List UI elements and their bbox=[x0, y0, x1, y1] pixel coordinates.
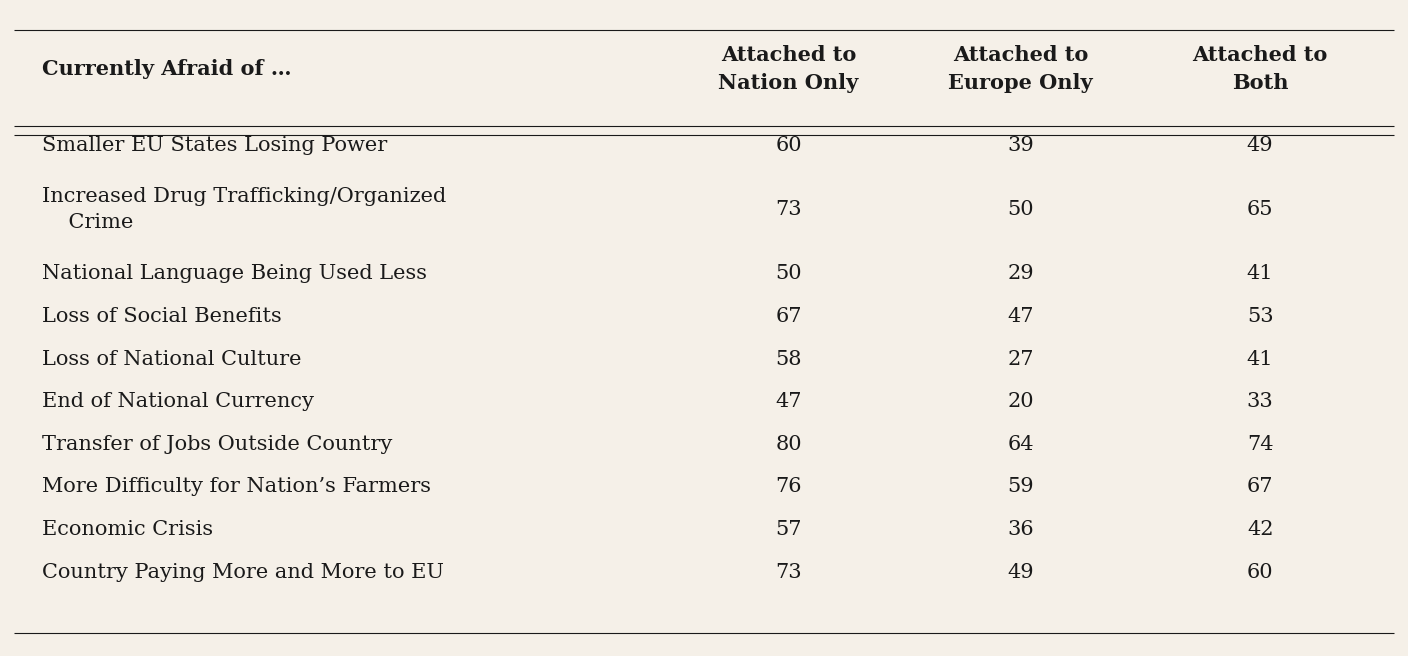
Text: 60: 60 bbox=[1247, 563, 1273, 582]
Text: 76: 76 bbox=[776, 478, 801, 497]
Text: 74: 74 bbox=[1247, 435, 1273, 454]
Text: 60: 60 bbox=[776, 136, 801, 155]
Text: 27: 27 bbox=[1008, 350, 1033, 369]
Text: 65: 65 bbox=[1247, 200, 1273, 219]
Text: 39: 39 bbox=[1008, 136, 1033, 155]
Text: 49: 49 bbox=[1247, 136, 1273, 155]
Text: 50: 50 bbox=[1008, 200, 1033, 219]
Text: Loss of National Culture: Loss of National Culture bbox=[42, 350, 301, 369]
Text: 49: 49 bbox=[1008, 563, 1033, 582]
Text: Attached to
Europe Only: Attached to Europe Only bbox=[949, 45, 1093, 92]
Text: 47: 47 bbox=[1008, 307, 1033, 326]
Text: Attached to
Nation Only: Attached to Nation Only bbox=[718, 45, 859, 92]
Text: Smaller EU States Losing Power: Smaller EU States Losing Power bbox=[42, 136, 387, 155]
Text: 42: 42 bbox=[1247, 520, 1273, 539]
Text: 29: 29 bbox=[1008, 264, 1033, 283]
Text: Increased Drug Trafficking/Organized
    Crime: Increased Drug Trafficking/Organized Cri… bbox=[42, 187, 446, 232]
Text: Country Paying More and More to EU: Country Paying More and More to EU bbox=[42, 563, 445, 582]
Text: Attached to
Both: Attached to Both bbox=[1193, 45, 1328, 92]
Text: 67: 67 bbox=[1247, 478, 1273, 497]
Text: 50: 50 bbox=[776, 264, 801, 283]
Text: 64: 64 bbox=[1008, 435, 1033, 454]
Text: Currently Afraid of …: Currently Afraid of … bbox=[42, 59, 291, 79]
Text: 59: 59 bbox=[1008, 478, 1033, 497]
Text: 73: 73 bbox=[776, 563, 801, 582]
Text: More Difficulty for Nation’s Farmers: More Difficulty for Nation’s Farmers bbox=[42, 478, 431, 497]
Text: 36: 36 bbox=[1008, 520, 1033, 539]
Text: 41: 41 bbox=[1247, 350, 1273, 369]
Text: National Language Being Used Less: National Language Being Used Less bbox=[42, 264, 427, 283]
Text: Economic Crisis: Economic Crisis bbox=[42, 520, 214, 539]
Text: 41: 41 bbox=[1247, 264, 1273, 283]
Text: 73: 73 bbox=[776, 200, 801, 219]
Text: Loss of Social Benefits: Loss of Social Benefits bbox=[42, 307, 282, 326]
Text: 67: 67 bbox=[776, 307, 801, 326]
Text: 47: 47 bbox=[776, 392, 801, 411]
Text: 58: 58 bbox=[776, 350, 801, 369]
Text: 57: 57 bbox=[776, 520, 801, 539]
Text: 20: 20 bbox=[1008, 392, 1033, 411]
Text: 33: 33 bbox=[1247, 392, 1273, 411]
Text: 53: 53 bbox=[1247, 307, 1273, 326]
Text: Transfer of Jobs Outside Country: Transfer of Jobs Outside Country bbox=[42, 435, 393, 454]
Text: 80: 80 bbox=[776, 435, 801, 454]
Text: End of National Currency: End of National Currency bbox=[42, 392, 314, 411]
